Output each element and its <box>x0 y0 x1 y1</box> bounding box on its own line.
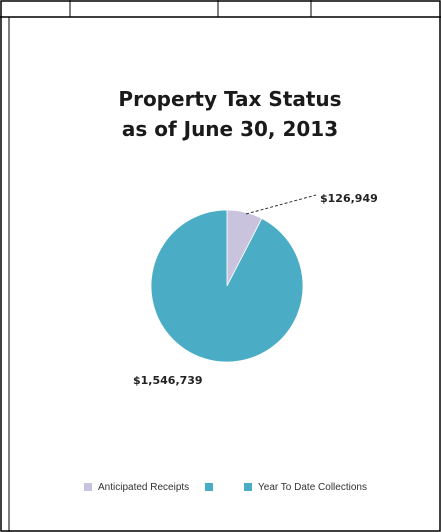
anticipated-receipts-data-label: $126,949 <box>320 192 378 205</box>
anticipated-leader-line <box>245 194 317 215</box>
legend-item-ytd: Year To Date Collections <box>244 481 367 493</box>
legend-item-blank <box>205 481 219 493</box>
legend-label-ytd: Year To Date Collections <box>258 481 367 493</box>
chart-title-line-1: Property Tax Status <box>118 87 342 111</box>
legend-item-anticipated: Anticipated Receipts <box>84 481 189 493</box>
legend-swatch-ytd <box>244 483 252 491</box>
ytd-collections-data-label: $1,546,739 <box>133 374 203 387</box>
legend-swatch-blank <box>205 483 213 491</box>
legend-label-anticipated: Anticipated Receipts <box>98 481 190 493</box>
legend-swatch-anticipated <box>84 483 92 491</box>
chart-title-line-2: as of June 30, 2013 <box>121 117 339 141</box>
pie-chart <box>150 209 304 363</box>
pie-slice-year-to-date-collections <box>150 209 304 363</box>
